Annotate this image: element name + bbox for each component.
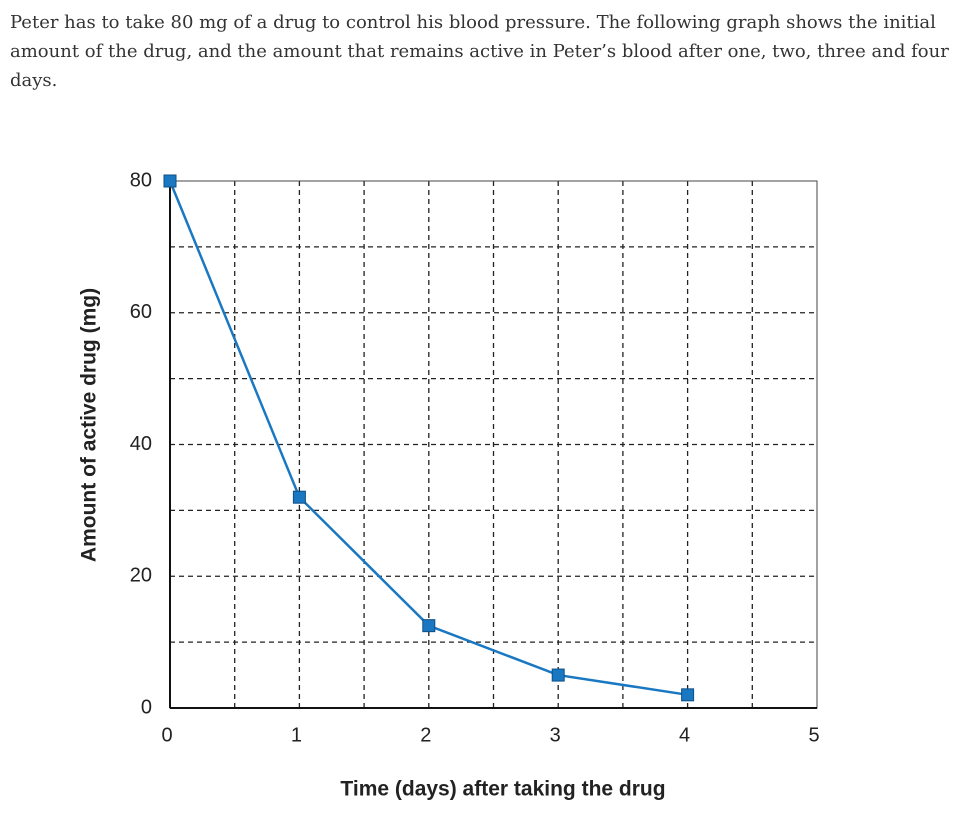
y-axis-label: Amount of active drug (mg) [78, 288, 101, 562]
y-tick-label: 0 [141, 696, 152, 718]
y-tick-label: 60 [130, 301, 152, 323]
x-tick-label: 5 [808, 724, 819, 746]
data-point [163, 174, 177, 188]
y-tick-label: 80 [130, 169, 152, 191]
data-point [422, 619, 436, 633]
data-point [551, 668, 565, 682]
y-tick-label: 40 [130, 433, 152, 455]
x-tick-label: 4 [679, 724, 690, 746]
intro-text: Peter has to take 80 mg of a drug to con… [10, 12, 949, 91]
x-tick-label: 0 [161, 724, 172, 746]
data-point [681, 688, 695, 702]
x-tick-label: 1 [291, 724, 302, 746]
data-point [292, 490, 306, 504]
x-axis-label: Time (days) after taking the drug [340, 778, 665, 801]
y-tick-label: 20 [130, 565, 152, 587]
x-tick-label: 2 [420, 724, 431, 746]
x-tick-label: 3 [550, 724, 561, 746]
